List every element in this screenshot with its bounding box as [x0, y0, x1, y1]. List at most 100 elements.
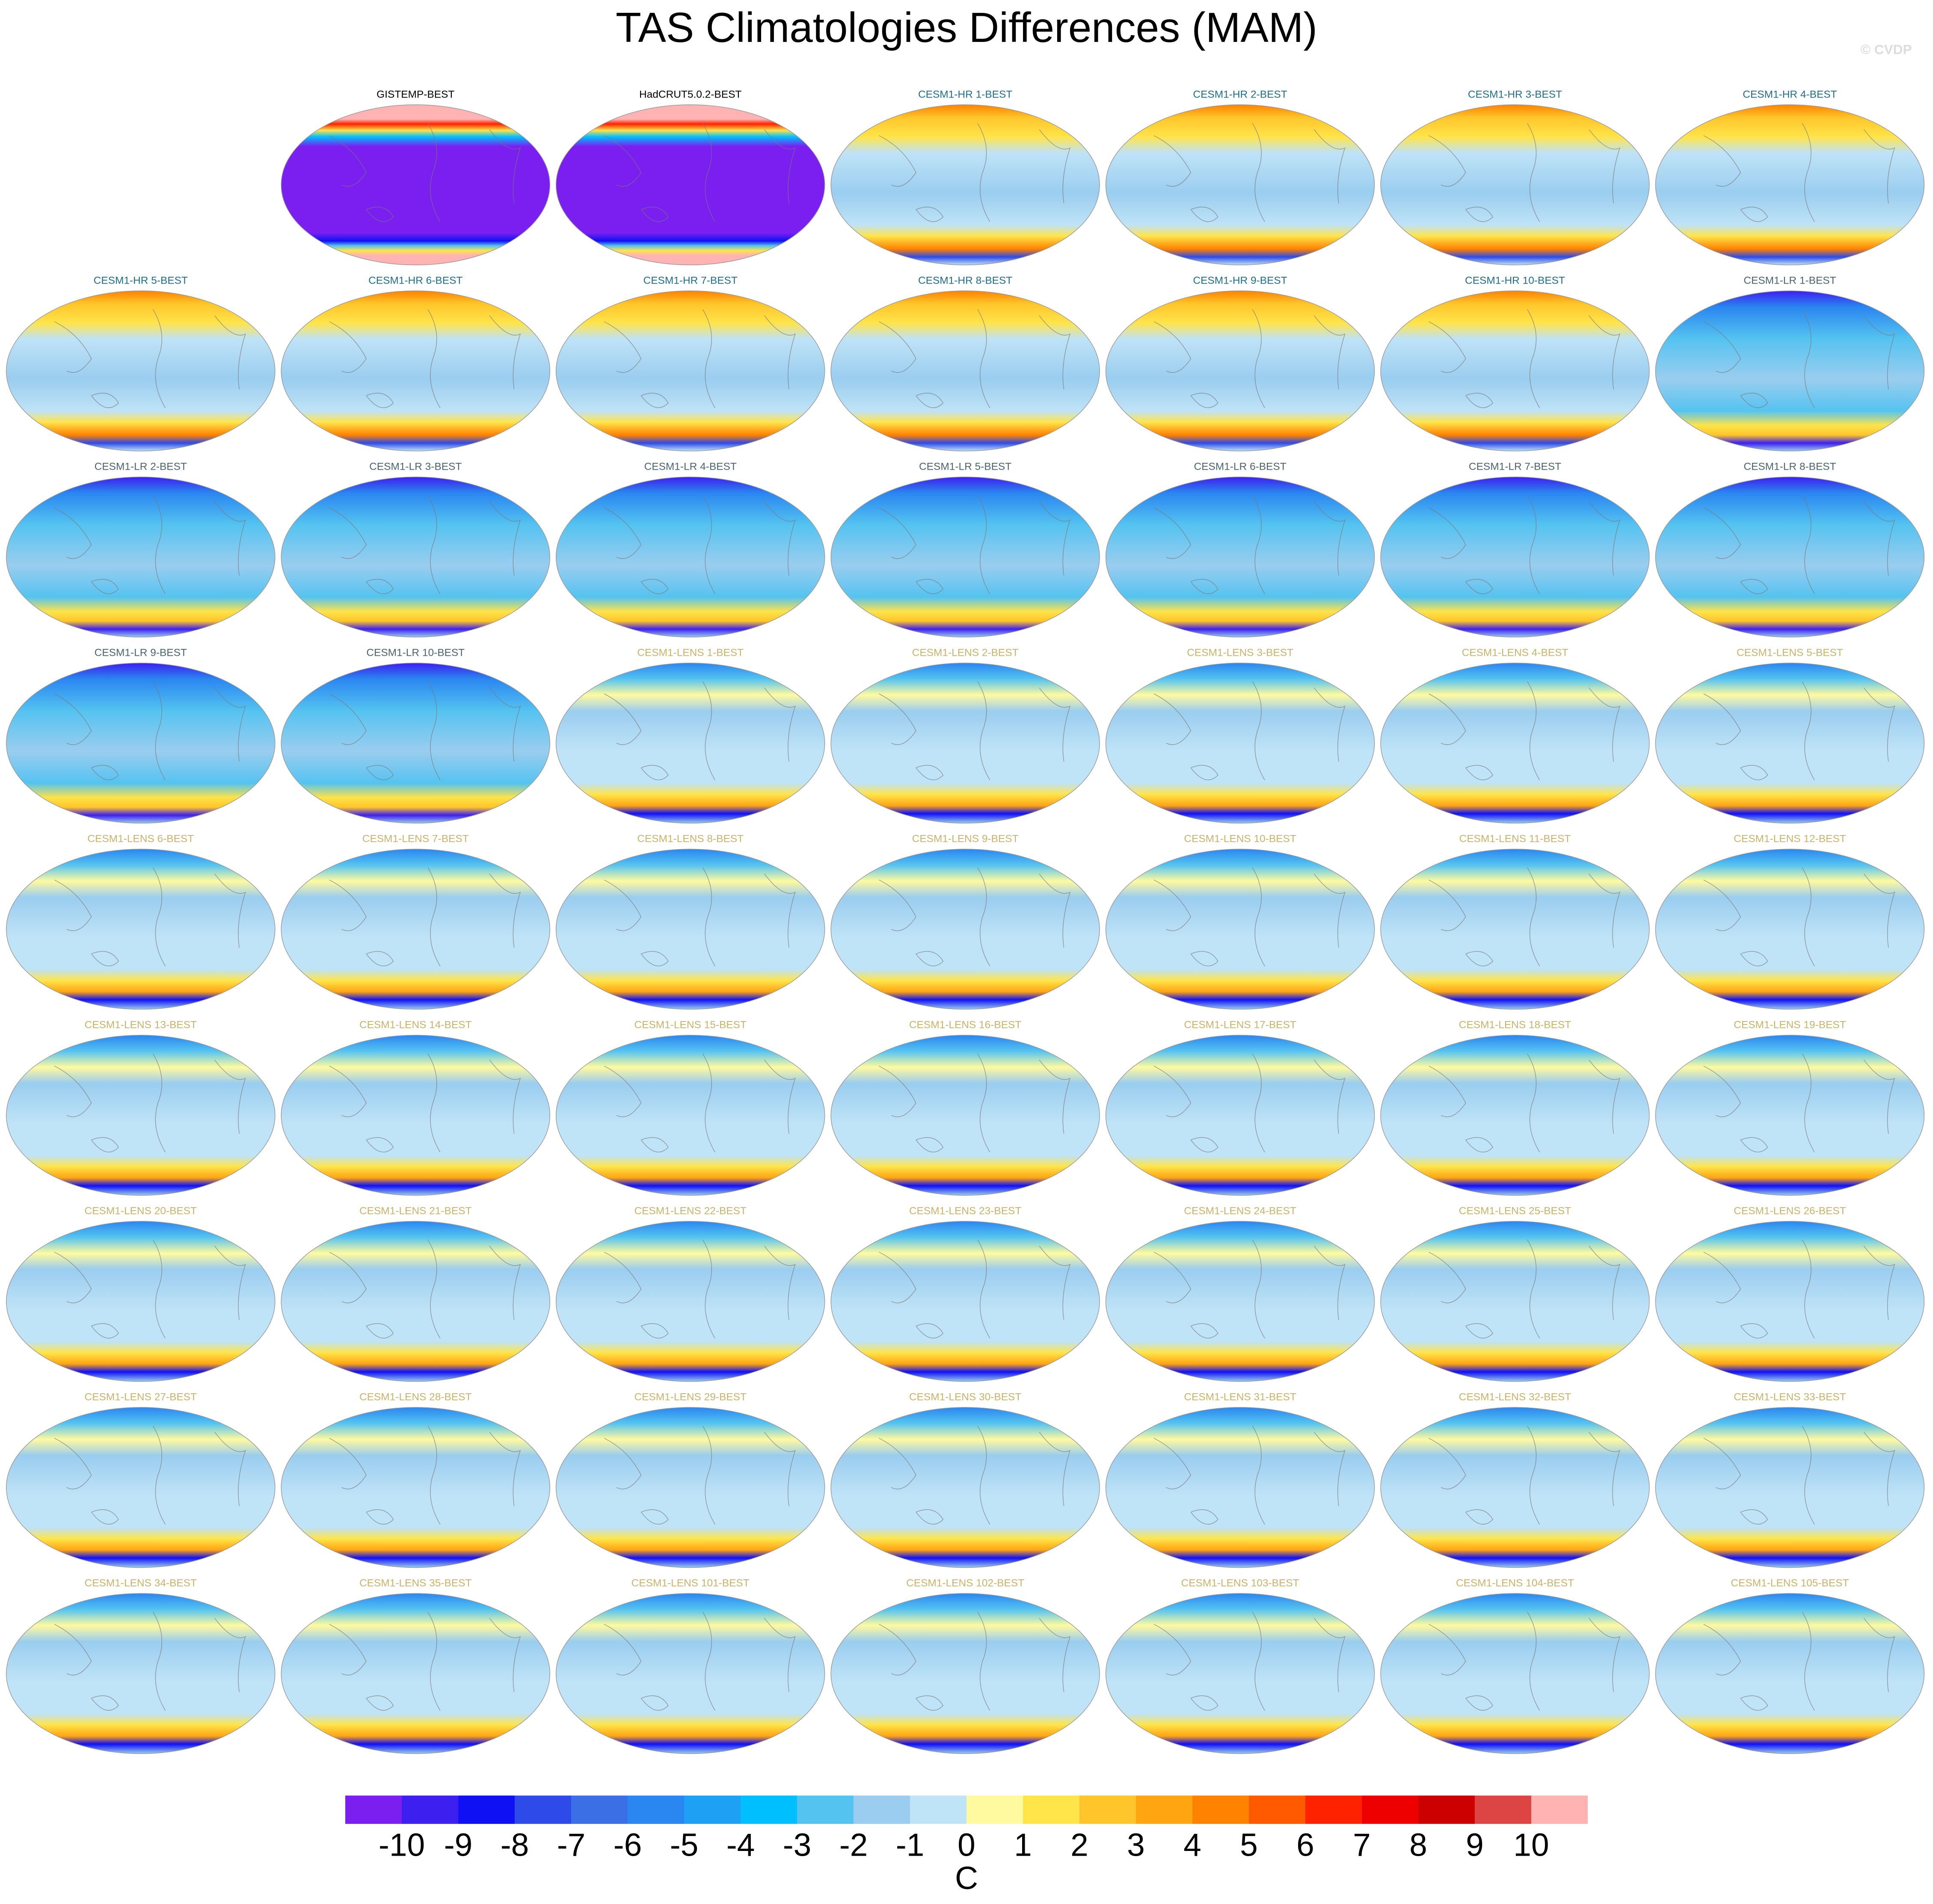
- coastline: [604, 1611, 796, 1711]
- map-panel: CESM1-LR 1-BEST: [1655, 275, 1925, 452]
- panel-title: HadCRUT5.0.2-BEST: [639, 89, 741, 100]
- map-field: [1105, 1407, 1375, 1568]
- coastline: [879, 309, 1071, 408]
- map-field: [1655, 290, 1925, 452]
- map-panel: CESM1-LENS 34-BEST: [6, 1577, 276, 1754]
- panel-title: CESM1-HR 9-BEST: [1193, 275, 1287, 286]
- colorbar-tick-label: -6: [614, 1827, 642, 1863]
- panel-title: CESM1-LENS 30-BEST: [909, 1391, 1021, 1403]
- map-panel: CESM1-LENS 17-BEST: [1105, 1019, 1375, 1196]
- map-field: [1105, 1593, 1375, 1754]
- colorbar-box: [1079, 1795, 1136, 1824]
- panel-title: CESM1-LENS 20-BEST: [85, 1205, 197, 1217]
- colorbar-tick-label: 9: [1466, 1827, 1484, 1863]
- map-field: [281, 1407, 550, 1568]
- coastline: [54, 1053, 246, 1153]
- map-panel: CESM1-LENS 28-BEST: [281, 1391, 550, 1568]
- map-field: [830, 849, 1100, 1010]
- map-panel: CESM1-HR 4-BEST: [1655, 89, 1925, 266]
- map-field: [1105, 290, 1375, 452]
- coastline: [1703, 1239, 1895, 1339]
- colorbar-tick-label: 3: [1127, 1827, 1145, 1863]
- coastline: [604, 1425, 796, 1525]
- colorbar-tick-label: 1: [1014, 1827, 1032, 1863]
- colorbar-tick-label: -7: [557, 1827, 586, 1863]
- colorbar: -10 -9 -8 -7 -6 -5 -4 -3 -2 -1 0 1 2 3 4 5 6 7 8 9 10C: [345, 1795, 1588, 1896]
- panel-title: CESM1-LR 6-BEST: [1194, 461, 1286, 472]
- coastline: [1429, 1239, 1621, 1339]
- map-panel: CESM1-LENS 24-BEST: [1105, 1205, 1375, 1382]
- map-field: [830, 663, 1100, 824]
- map-panel: CESM1-LENS 5-BEST: [1655, 647, 1925, 824]
- map-field: [6, 1407, 276, 1568]
- coastline: [1703, 1053, 1895, 1153]
- map-panel: CESM1-LENS 102-BEST: [830, 1577, 1100, 1754]
- coastline: [1153, 495, 1346, 594]
- map-panel: CESM1-HR 9-BEST: [1105, 275, 1375, 452]
- map-field: [281, 104, 550, 266]
- colorbar-box: [402, 1795, 459, 1824]
- coastline: [1703, 867, 1895, 967]
- colorbar-box: [1135, 1795, 1192, 1824]
- map-field: [1380, 1407, 1650, 1568]
- colorbar-tick-label: 2: [1070, 1827, 1088, 1863]
- map-field: [555, 1035, 825, 1196]
- panel-title: CESM1-LENS 15-BEST: [634, 1019, 746, 1030]
- colorbar-box: [1305, 1795, 1362, 1824]
- colorbar-box: [1023, 1795, 1079, 1824]
- map-panel: CESM1-HR 3-BEST: [1380, 89, 1650, 266]
- coastline: [329, 309, 521, 408]
- panel-title: CESM1-LENS 35-BEST: [359, 1577, 471, 1589]
- panel-title: CESM1-LR 4-BEST: [644, 461, 737, 472]
- map-panel: CESM1-LENS 103-BEST: [1105, 1577, 1375, 1754]
- panel-title: CESM1-LENS 32-BEST: [1459, 1391, 1571, 1403]
- panel-title: CESM1-HR 8-BEST: [918, 275, 1012, 286]
- map-panel: CESM1-LENS 4-BEST: [1380, 647, 1650, 824]
- map-field: [555, 104, 825, 266]
- panel-title: CESM1-LENS 1-BEST: [637, 647, 744, 658]
- map-panel: CESM1-LR 5-BEST: [830, 461, 1100, 638]
- coastline: [879, 1239, 1071, 1339]
- coastline: [329, 867, 521, 967]
- map-panel: CESM1-HR 8-BEST: [830, 275, 1100, 452]
- colorbar-box: [854, 1795, 910, 1824]
- map-panel: CESM1-LENS 33-BEST: [1655, 1391, 1925, 1568]
- coastline: [604, 309, 796, 408]
- panel-title: CESM1-LENS 6-BEST: [87, 833, 194, 844]
- panel-title: CESM1-LENS 5-BEST: [1737, 647, 1843, 658]
- map-panel: CESM1-LENS 1-BEST: [555, 647, 825, 824]
- panel-title: CESM1-LR 9-BEST: [95, 647, 187, 658]
- colorbar-box: [458, 1795, 515, 1824]
- colorbar-box: [797, 1795, 854, 1824]
- panel-title: CESM1-LENS 31-BEST: [1184, 1391, 1296, 1403]
- map-field: [1655, 849, 1925, 1010]
- colorbar-tick-label: -8: [501, 1827, 529, 1863]
- map-field: [1655, 1035, 1925, 1196]
- map-panel: CESM1-LENS 12-BEST: [1655, 833, 1925, 1010]
- map-panel: CESM1-LENS 35-BEST: [281, 1577, 550, 1754]
- map-panel: CESM1-LR 9-BEST: [6, 647, 276, 824]
- map-field: [281, 477, 550, 638]
- coastline: [1429, 1053, 1621, 1153]
- panel-title: CESM1-HR 3-BEST: [1468, 89, 1562, 100]
- map-field: [1655, 1407, 1925, 1568]
- coastline: [54, 1611, 246, 1711]
- colorbar-tick-label: 8: [1409, 1827, 1427, 1863]
- map-field: [555, 1593, 825, 1754]
- map-field: [6, 663, 276, 824]
- panel-title: CESM1-LENS 22-BEST: [634, 1205, 746, 1217]
- map-field: [281, 290, 550, 452]
- coastline: [879, 867, 1071, 967]
- map-panel: CESM1-LENS 23-BEST: [830, 1205, 1100, 1382]
- colorbar-tick-label: 4: [1183, 1827, 1201, 1863]
- map-field: [1105, 104, 1375, 266]
- map-panel: CESM1-LENS 9-BEST: [830, 833, 1100, 1010]
- map-panel: CESM1-LENS 22-BEST: [555, 1205, 825, 1382]
- map-panel: CESM1-LR 3-BEST: [281, 461, 550, 638]
- panel-title: CESM1-LENS 103-BEST: [1181, 1577, 1299, 1589]
- colorbar-box: [515, 1795, 572, 1824]
- coastline: [604, 867, 796, 967]
- panel-title: CESM1-HR 7-BEST: [643, 275, 738, 286]
- map-field: [1655, 477, 1925, 638]
- map-panel: CESM1-HR 2-BEST: [1105, 89, 1375, 266]
